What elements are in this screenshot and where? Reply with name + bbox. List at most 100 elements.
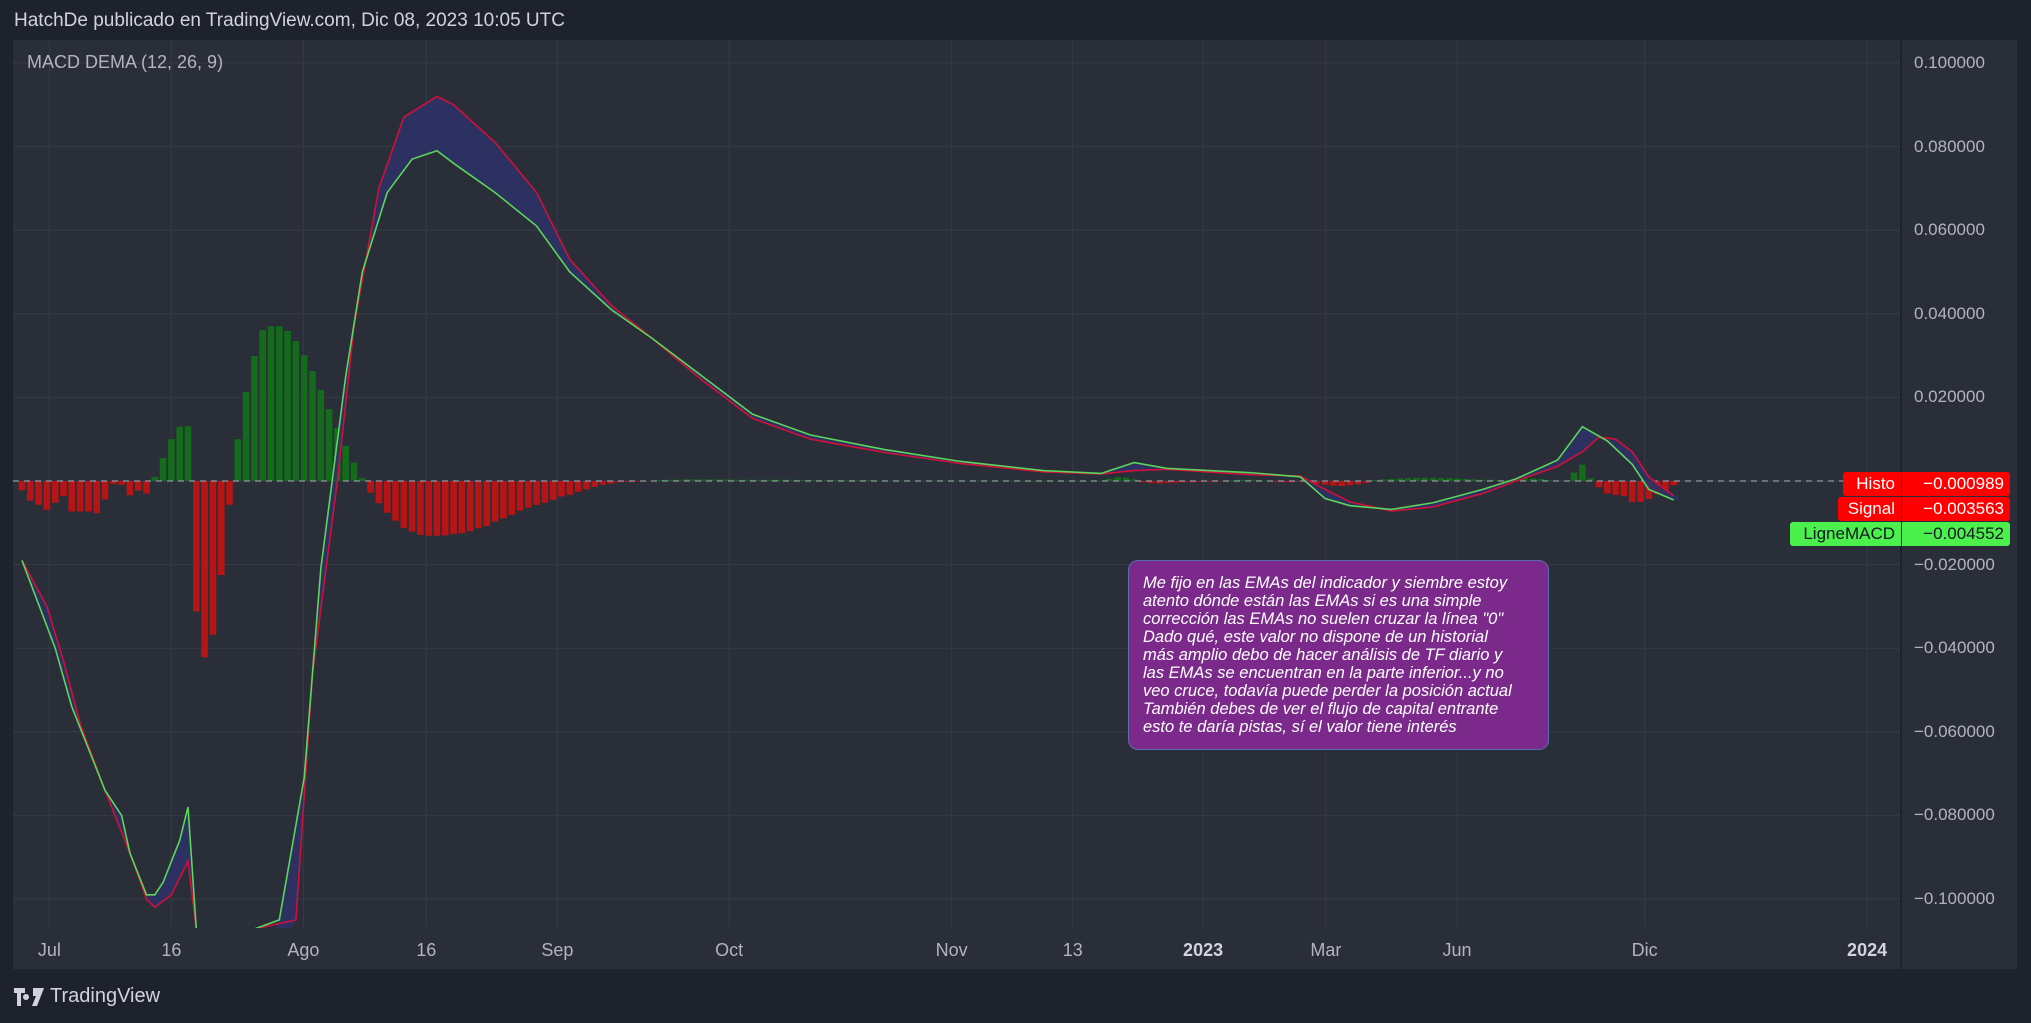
annotation-note[interactable]: Me fijo en las EMAs del indicador y siem… [1128,560,1549,750]
histogram-bar [790,479,798,481]
histogram-bar [1230,480,1238,481]
brand-name: TradingView [50,985,161,1007]
time-axis-label: Nov [935,940,968,960]
price-axis-label: 0.080000 [1914,136,1985,156]
histogram-bar [724,479,731,481]
time-axis-label: Jul [37,940,61,960]
time-axis-label: 16 [161,940,182,960]
histogram-bar [417,481,424,535]
time-axis-label: Dic [1631,940,1658,960]
histo-tag-value: −0.000989 [1902,472,2010,496]
histogram-bar [1504,480,1511,481]
histogram-bar [1612,481,1619,495]
histogram-bar [1388,478,1395,481]
macd-line [21,149,1675,928]
histogram-bar [632,481,640,482]
macd-line-tag-label: LigneMACD [1790,522,1901,546]
histogram-bar [35,481,42,505]
histogram-bar [691,479,698,481]
histogram-bar [126,481,134,496]
histogram-bar [217,481,225,576]
histogram-bar [1006,480,1013,482]
histogram-bar [76,481,84,512]
histogram-bar [749,479,756,481]
histogram-bar [1471,479,1478,481]
histogram-bar [740,479,748,481]
histogram-bar [101,481,109,500]
histogram-bar [566,481,574,495]
histogram-bar [159,458,167,481]
macd-signal-fill [22,96,1678,928]
histogram-bar [1537,478,1545,481]
histogram-bar [1579,464,1586,481]
histogram-bar [242,391,250,481]
histogram-bar [765,479,773,481]
histogram-bar [1355,481,1362,485]
histogram-bar [1238,479,1246,481]
histogram-bar [616,481,623,483]
histogram-bar [1172,481,1179,483]
histogram-bar [309,371,316,481]
histogram-bar [1122,477,1130,481]
histogram-bar [442,481,449,536]
tradingview-logo[interactable]: TradingView [14,985,160,1008]
histogram-bar [317,389,325,481]
macd-line-tag-value: −0.004552 [1902,522,2010,546]
histogram-bar [832,480,839,481]
histogram-bar [193,481,200,612]
histogram-bar [1097,481,1105,482]
histogram-bar [466,481,474,532]
histogram-bar [292,340,300,481]
histogram-bar [60,481,67,497]
histogram-bar [1321,481,1329,485]
histogram-bar [267,326,275,481]
histo-tag-label: Histo [1843,472,1901,496]
price-axis-label: −0.020000 [1914,554,1995,574]
histogram-bar [85,481,92,512]
histogram-bar [1446,478,1453,481]
histogram-bar [599,481,607,485]
histogram-bar [1189,481,1196,483]
histogram-bar [1130,479,1138,481]
histogram-bar [209,481,217,635]
histogram-bar [1570,472,1578,481]
histogram-bar [574,481,582,492]
histogram-bar [367,481,374,493]
histogram-bar [1521,478,1528,481]
histogram-bar [1072,481,1080,482]
histogram-bar [27,481,34,501]
time-axis-label: Jun [1442,940,1472,960]
histogram-bar [798,480,806,481]
histogram-bar [865,480,872,481]
tradingview-logo-icon [14,987,44,1006]
histogram-bar [226,481,233,505]
histogram-bar [342,445,349,481]
histogram-bar [201,481,208,658]
indicator-title[interactable]: MACD DEMA (12, 26, 9) [27,52,224,72]
time-axis-label: 2023 [1183,940,1224,960]
histogram-bar [516,481,524,511]
histogram-bar [68,481,76,512]
histogram-bar [392,481,399,521]
price-axis-label: 0.100000 [1914,53,1985,72]
histogram-bar [674,479,681,481]
histogram-bar [1180,481,1188,483]
histogram-bar [251,356,258,481]
histogram-bar [757,479,764,481]
histogram-bar [715,479,723,481]
histogram-bar [682,479,690,481]
time-axis-label: Mar [1310,940,1342,960]
price-axis-label: 0.060000 [1914,220,1985,240]
histogram-bar [1462,478,1470,481]
chart-pane[interactable] [13,40,2017,969]
histogram-bar [1479,479,1487,481]
histogram-bar [1545,480,1553,481]
histogram-bar [1379,479,1387,481]
histogram-bar [1454,478,1462,481]
histogram-bar [1662,481,1669,492]
price-axis-label: 0.040000 [1914,303,1985,323]
histogram-bar [284,330,291,481]
histogram-bar [1164,481,1171,484]
histogram-bar [998,480,1005,482]
